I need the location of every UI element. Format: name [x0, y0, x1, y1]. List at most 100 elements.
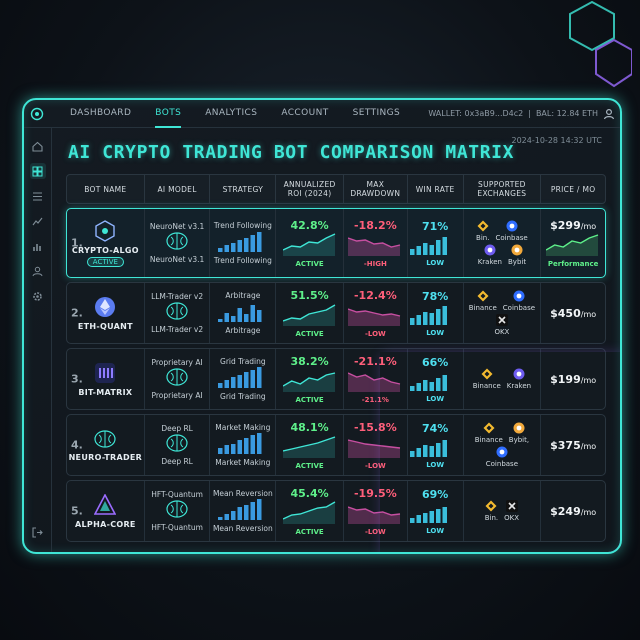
table-row[interactable]: 5. ALPHA-CORE HFT-Quantum HFT-Quantum Me…	[66, 480, 606, 542]
sidebar	[24, 128, 52, 552]
exchange-item: OKX	[494, 314, 509, 336]
roi-sparkline	[282, 434, 337, 462]
top-navigation: DASHBOARD BOTS ANALYTICS ACCOUNT SETTING…	[24, 100, 620, 128]
roi-sparkline	[282, 368, 337, 396]
win-rate-cell: 71% LOW	[408, 209, 464, 277]
strategy-bars-icon	[217, 366, 269, 392]
exchange-logo-icon	[485, 500, 497, 514]
profile-icon[interactable]	[30, 263, 46, 279]
exchange-item: Coinbase	[495, 220, 528, 242]
gear-icon[interactable]	[30, 288, 46, 304]
drawdown-cell: -21.1% -21.1%	[344, 349, 408, 409]
header-strategy[interactable]: STRATEGY	[210, 175, 277, 203]
strategy-cell: Grid Trading Grid Trading	[210, 349, 277, 409]
tab-settings[interactable]: SETTINGS	[352, 107, 401, 118]
home-icon[interactable]	[30, 138, 46, 154]
exchange-logo-icon	[477, 220, 489, 234]
user-icon[interactable]	[598, 108, 620, 120]
exchange-item: Binance	[475, 422, 503, 444]
strategy-cell: Mean Reversion Mean Reversion	[210, 481, 277, 541]
win-rate-cell: 66% LOW	[408, 349, 464, 409]
exchange-name: Coinbase	[495, 234, 528, 242]
drawdown-cell: -15.8% -LOW	[344, 415, 408, 475]
grid-icon[interactable]	[29, 163, 46, 179]
strategy-label: Market Making	[215, 423, 271, 432]
strategy-label: Trend Following	[213, 221, 272, 230]
exchange-name: Coinbase	[502, 304, 536, 312]
header-exchanges[interactable]: SUPPORTED EXCHANGES	[464, 175, 542, 203]
exchange-logo-icon	[505, 500, 518, 514]
header-ai-model[interactable]: AI MODEL	[145, 175, 211, 203]
drawdown-sparkline	[348, 232, 402, 260]
win-rate-value: 74%	[421, 421, 449, 435]
win-rate-tag: LOW	[426, 328, 445, 337]
roi-tag: ACTIVE	[295, 329, 324, 338]
table-row[interactable]: 1. CRYPTO-ALGO ACTIVE NeuroNet v3.1 Neur…	[66, 208, 606, 278]
exchange-name: Kraken	[506, 382, 532, 390]
status-badge: ACTIVE	[86, 256, 124, 267]
strategy-label-secondary: Trend Following	[213, 256, 272, 265]
exchange-name: Coinbase	[485, 460, 519, 468]
roi-cell: 51.5% ACTIVE	[276, 283, 344, 343]
table-row[interactable]: 3. BIT-MATRIX Proprietary AI Proprietary…	[66, 348, 606, 410]
win-rate-bars	[409, 303, 461, 329]
header-drawdown[interactable]: MAX DRAWDOWN	[344, 175, 408, 203]
win-rate-bars	[409, 369, 461, 395]
performance-label: Performance	[547, 259, 599, 268]
roi-tag: ACTIVE	[295, 461, 324, 470]
bot-rank: 5.	[71, 504, 83, 518]
bot-logo-icon	[94, 296, 116, 322]
drawdown-value: -18.2%	[353, 218, 397, 232]
tab-account[interactable]: ACCOUNT	[281, 107, 329, 118]
roi-sparkline	[282, 302, 337, 330]
exchange-logo-icon	[481, 368, 493, 382]
logout-icon[interactable]	[30, 524, 46, 540]
roi-value: 45.4%	[290, 486, 329, 500]
table-row[interactable]: 2. ETH-QUANT LLM-Trader v2 LLM-Trader v2…	[66, 282, 606, 344]
table-row[interactable]: 4. NEURO-TRADER Deep RL Deep RL Market M…	[66, 414, 606, 476]
roi-sparkline	[282, 232, 337, 260]
strategy-bars-icon	[217, 300, 269, 326]
tab-dashboard[interactable]: DASHBOARD	[70, 107, 132, 118]
exchange-logo-icon	[496, 446, 508, 460]
price-value: $299/mo	[550, 218, 597, 232]
header-price[interactable]: PRICE / MO	[550, 184, 596, 194]
exchange-item: Coinbase	[503, 290, 535, 312]
list-icon[interactable]	[30, 188, 46, 204]
exchange-logo-icon	[477, 290, 489, 304]
drawdown-sparkline	[348, 368, 402, 396]
exchange-item: Kraken	[507, 368, 531, 390]
header-roi[interactable]: ANNUALIZED ROI (2024)	[276, 175, 344, 203]
chart-icon[interactable]	[30, 213, 46, 229]
price-cell: $249/mo	[541, 481, 605, 541]
ai-model-label-secondary: Proprietary AI	[151, 391, 203, 400]
strategy-label-secondary: Grid Trading	[220, 392, 266, 401]
bot-logo-icon	[94, 362, 116, 388]
price-cell: $299/mo Performance	[541, 209, 605, 277]
price-value: $249/mo	[550, 504, 597, 518]
drawdown-sparkline	[348, 434, 402, 462]
exchange-logo-icon	[495, 314, 508, 328]
drawdown-tag: -21.1%	[361, 395, 389, 404]
brain-icon	[165, 301, 189, 325]
table-header: BOT NAME AI MODEL STRATEGY ANNUALIZED RO…	[66, 174, 606, 204]
drawdown-value: -15.8%	[353, 420, 397, 434]
tab-bots[interactable]: BOTS	[155, 100, 182, 128]
ai-model-cell: Proprietary AI Proprietary AI	[145, 349, 211, 409]
header-win-rate[interactable]: WIN RATE	[408, 175, 464, 203]
exchange-logo-icon	[513, 368, 525, 382]
roi-cell: 48.1% ACTIVE	[276, 415, 344, 475]
brain-icon	[165, 433, 189, 457]
header-bot-name[interactable]: BOT NAME	[67, 175, 145, 203]
roi-cell: 45.4% ACTIVE	[276, 481, 344, 541]
tab-analytics[interactable]: ANALYTICS	[205, 107, 258, 118]
roi-tag: ACTIVE	[295, 259, 324, 268]
bot-rank: 4.	[71, 438, 83, 452]
ai-model-label-secondary: Deep RL	[161, 457, 193, 466]
page-title: AI CRYPTO TRADING BOT COMPARISON MATRIX	[68, 142, 515, 163]
win-rate-tag: LOW	[426, 526, 445, 535]
bot-logo-icon	[93, 429, 117, 453]
drawdown-tag: -LOW	[364, 527, 386, 536]
bar-chart-icon[interactable]	[30, 238, 46, 254]
brain-icon	[165, 499, 189, 523]
